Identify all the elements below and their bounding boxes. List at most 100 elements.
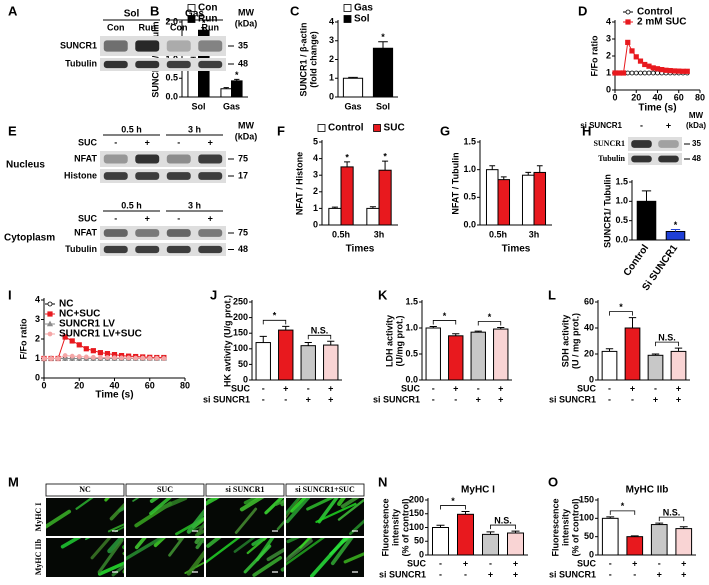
fiber	[234, 507, 258, 534]
condition-name: si SUNCR1	[373, 394, 420, 404]
condition-sign: +	[463, 558, 468, 568]
y-tick-label: 60	[584, 296, 594, 306]
fiber	[337, 499, 364, 521]
condition-name: si SUNCR1	[379, 569, 426, 579]
y-tick-label: 4	[329, 16, 334, 26]
y-tick-label: 0.5	[165, 73, 178, 83]
fiber	[107, 523, 124, 533]
marker	[642, 70, 648, 76]
bar	[328, 207, 342, 226]
x-tick-label: Sol	[191, 101, 205, 111]
marker	[629, 70, 635, 76]
y-tick-label: 1.5	[463, 136, 476, 146]
significance-mark: *	[345, 152, 349, 162]
y-tick-label: 3	[606, 33, 611, 43]
sign-label: +	[208, 137, 213, 147]
comparison-bracket	[440, 505, 466, 510]
marker	[83, 346, 89, 352]
bar	[220, 88, 233, 98]
bar	[521, 174, 535, 226]
marker	[105, 355, 110, 360]
column-label: si SUNCR1+SUC	[295, 485, 355, 494]
bar	[231, 80, 243, 98]
fiber	[349, 519, 364, 536]
x-tick-label: 40	[652, 92, 662, 102]
blot-row	[100, 243, 226, 256]
fiber	[107, 538, 124, 554]
chart-title: MyHC I	[461, 485, 495, 496]
fiber	[330, 538, 354, 566]
significance-mark: *	[674, 220, 678, 230]
marker	[69, 338, 75, 344]
fiber	[75, 498, 94, 510]
mw-label: 48	[238, 58, 248, 68]
column-label: SUC	[157, 485, 173, 494]
bar	[601, 517, 619, 556]
significance-mark: *	[383, 151, 387, 161]
y-axis-label: intensity	[390, 509, 400, 546]
marker	[650, 70, 656, 76]
fiber	[206, 498, 220, 506]
bar	[342, 77, 364, 98]
condition-name: SUC	[577, 383, 597, 393]
comparison-bracket	[655, 341, 679, 347]
condition-sign: -	[608, 394, 611, 404]
condition-sign: +	[453, 383, 458, 393]
row-label: SUNCR1	[60, 40, 97, 50]
marker	[676, 68, 682, 74]
condition-sign: +	[676, 383, 681, 393]
y-tick-label: 50	[414, 536, 424, 546]
y-tick-label: 1	[606, 67, 611, 77]
lane-label: Run	[139, 22, 157, 32]
y-tick-label: 200	[409, 494, 424, 504]
y-tick-label: 3	[35, 314, 40, 324]
mw-label: 17	[238, 170, 248, 180]
compartment-label: Cytoplasm	[4, 233, 55, 244]
x-axis-label: Time (s)	[95, 390, 133, 401]
condition-sign: -	[454, 394, 457, 404]
fiber	[243, 544, 272, 574]
legend-label: NC	[59, 299, 73, 310]
sign-label: +	[145, 213, 150, 223]
fiber	[97, 561, 124, 576]
time-label: 3 h	[188, 124, 201, 134]
x-tick-label: 3h	[529, 229, 540, 239]
error-bar	[344, 161, 351, 167]
column-header	[205, 483, 285, 497]
row-label: Tubulin	[65, 58, 97, 68]
group-label: Gas	[185, 9, 204, 20]
micrograph	[46, 538, 124, 577]
mw-title: MW	[689, 111, 704, 120]
blot-band	[198, 229, 223, 237]
condition-sign: +	[513, 569, 518, 579]
blot-band	[166, 60, 191, 69]
sign-label: -	[114, 213, 117, 223]
error-bar	[282, 325, 290, 331]
fiber	[243, 498, 260, 505]
condition-sign: -	[654, 383, 657, 393]
marker	[154, 355, 160, 361]
x-axis-label: Times	[502, 244, 531, 255]
fiber	[286, 498, 311, 524]
bar	[670, 350, 687, 381]
marker	[646, 63, 652, 69]
comparison-label: *	[451, 496, 455, 506]
mw-label: 35	[238, 40, 248, 50]
treatment-label: SUC	[78, 213, 98, 223]
error-bar	[500, 176, 507, 180]
condition-name: si SUNCR1	[549, 569, 596, 579]
bar	[493, 328, 509, 381]
y-axis-label: NFAT / Tubulin	[450, 152, 460, 214]
error-bar	[304, 342, 312, 346]
fiber	[299, 538, 311, 549]
fiber	[206, 538, 222, 548]
blot-band	[103, 229, 128, 237]
fiber	[195, 538, 204, 550]
micrograph-bg	[286, 538, 364, 577]
bar	[650, 524, 668, 556]
condition-sign: +	[328, 394, 333, 404]
y-tick-label: 2	[606, 50, 611, 60]
fiber	[306, 498, 335, 511]
y-tick-label: 0	[329, 91, 334, 101]
panel-letter: E	[8, 123, 17, 138]
